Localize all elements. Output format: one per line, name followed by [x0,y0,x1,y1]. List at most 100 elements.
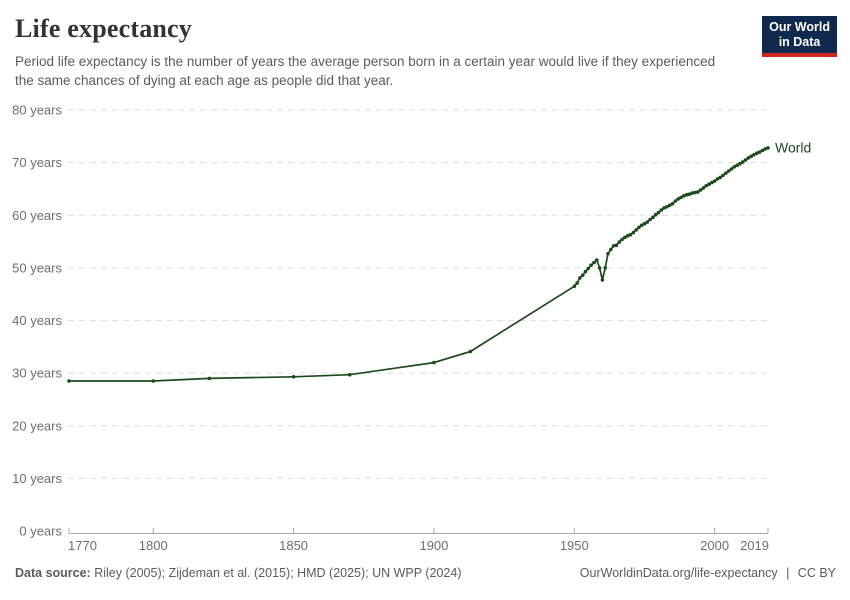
data-point[interactable] [609,247,613,252]
footer-license: CC BY [797,566,836,580]
y-axis-label: 50 years [12,260,62,275]
data-point[interactable] [687,192,692,196]
data-point[interactable] [620,237,624,242]
data-point[interactable] [752,152,756,157]
data-point[interactable] [667,203,672,208]
data-point[interactable] [432,360,436,365]
data-source-note: Data source: Riley (2005); Zijdeman et a… [15,566,462,580]
data-point[interactable] [743,158,748,162]
data-point[interactable] [600,278,605,282]
data-point[interactable] [715,177,720,181]
data-point[interactable] [580,273,585,278]
footer-url[interactable]: OurWorldinData.org/life-expectancy [579,566,778,580]
data-point[interactable] [642,221,647,226]
data-point[interactable] [763,147,767,151]
data-point[interactable] [631,230,636,235]
data-point[interactable] [583,269,588,274]
data-point[interactable] [710,180,714,185]
data-point[interactable] [712,179,717,183]
data-point[interactable] [659,208,664,212]
data-point[interactable] [656,210,661,215]
x-axis-label: 2019 [740,538,769,553]
data-point[interactable] [586,266,591,271]
series-world[interactable] [67,146,770,383]
data-point[interactable] [651,215,655,220]
data-point[interactable] [718,175,723,180]
x-axis-label: 2000 [700,538,729,553]
data-point[interactable] [738,161,742,166]
data-point[interactable] [749,154,753,159]
data-point[interactable] [595,258,599,262]
data-point[interactable] [67,379,71,383]
data-point[interactable] [679,195,683,200]
data-point[interactable] [726,169,731,173]
data-point[interactable] [151,379,155,383]
data-point[interactable] [704,184,708,188]
data-point[interactable] [676,197,680,201]
data-point[interactable] [637,225,641,230]
data-point[interactable] [207,376,212,381]
data-point[interactable] [724,171,728,175]
footer-attribution: OurWorldinData.org/life-expectancy | CC … [580,566,836,580]
data-point[interactable] [614,243,619,247]
data-point[interactable] [755,151,759,155]
data-point[interactable] [603,266,607,270]
x-axis-label: 1770 [68,538,97,553]
data-point[interactable] [729,167,734,171]
y-axis-label: 70 years [12,155,62,170]
data-point[interactable] [291,375,296,379]
data-point[interactable] [572,284,577,289]
data-point[interactable] [634,228,638,232]
data-point[interactable] [662,206,666,210]
data-point[interactable] [617,240,621,244]
data-point[interactable] [645,220,650,224]
data-point[interactable] [589,263,593,268]
data-point[interactable] [625,234,630,238]
series-line[interactable] [68,147,769,382]
data-point[interactable] [721,173,725,178]
data-point[interactable] [639,223,644,227]
data-point[interactable] [684,192,689,197]
data-point[interactable] [653,212,658,217]
data-point[interactable] [592,260,596,265]
data-point[interactable] [698,188,703,192]
data-point[interactable] [682,194,686,198]
data-point[interactable] [735,163,739,168]
data-point[interactable] [575,281,579,285]
data-point[interactable] [623,235,627,240]
data-point[interactable] [760,148,765,153]
data-point[interactable] [468,349,473,354]
data-point[interactable] [701,186,706,190]
y-axis-label: 80 years [12,103,62,118]
footer-separator: | [786,566,790,580]
y-axis-label: 60 years [12,208,62,223]
data-point[interactable] [732,165,737,169]
data-point[interactable] [740,160,745,164]
y-axis-label: 30 years [12,366,62,381]
data-point[interactable] [606,251,610,256]
data-point[interactable] [673,199,678,203]
data-point[interactable] [766,146,770,150]
series-label-world[interactable]: World [775,139,811,155]
data-point[interactable] [670,201,675,206]
data-point[interactable] [578,276,582,280]
data-point[interactable] [628,232,633,237]
data-point[interactable] [611,244,616,248]
y-axis-label: 10 years [12,471,62,486]
data-point[interactable] [746,156,751,160]
data-point[interactable] [696,190,700,194]
data-point[interactable] [648,217,652,222]
data-point[interactable] [597,266,602,270]
data-point[interactable] [665,205,669,209]
data-point[interactable] [757,150,762,154]
data-point[interactable] [707,182,711,186]
data-source-text: Riley (2005); Zijdeman et al. (2015); HM… [94,566,462,580]
x-axis-label: 1950 [560,538,589,553]
page-title: Life expectancy [15,14,193,43]
data-point[interactable] [690,191,694,195]
data-source-label: Data source: [15,566,91,580]
data-point[interactable] [347,372,352,377]
data-point[interactable] [693,190,697,195]
